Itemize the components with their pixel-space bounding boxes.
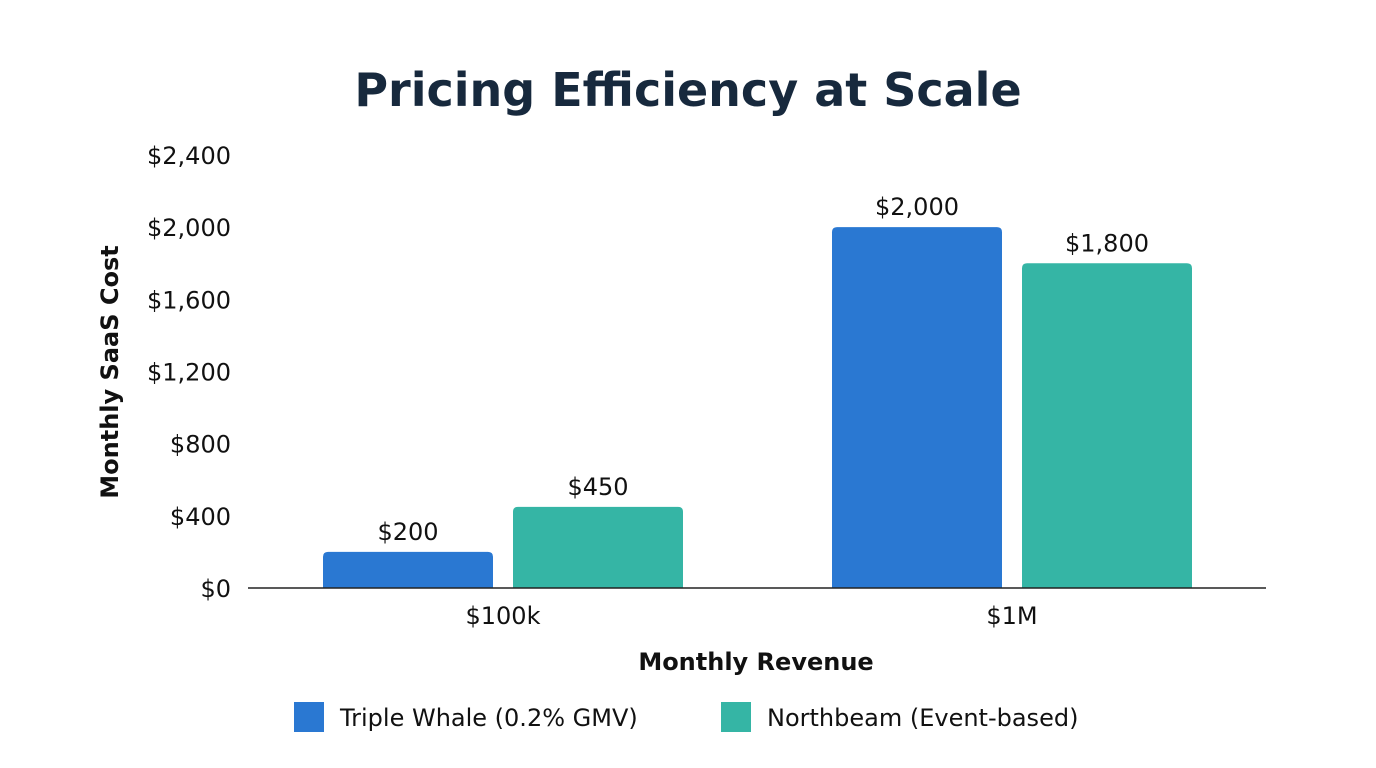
x-tick-label: $100k (466, 602, 541, 630)
y-tick-label: $2,000 (147, 214, 231, 242)
legend-swatch (721, 702, 751, 732)
y-axis-title: Monthly SaaS Cost (96, 245, 124, 498)
y-tick-label: $1,200 (147, 359, 231, 387)
y-tick-label: $800 (170, 431, 231, 459)
bar (323, 551, 493, 588)
data-label: $1,800 (1065, 229, 1149, 257)
data-label: $2,000 (875, 193, 959, 221)
legend-label: Triple Whale (0.2% GMV) (339, 704, 638, 732)
y-tick-label: $1,600 (147, 286, 231, 314)
x-tick-label: $1M (986, 602, 1037, 630)
y-tick-label: $0 (200, 575, 231, 603)
y-tick-label: $2,400 (147, 142, 231, 170)
bar (513, 506, 683, 588)
bar (832, 227, 1002, 588)
y-tick-label: $400 (170, 503, 231, 531)
data-label: $200 (377, 518, 438, 546)
legend-swatch (294, 702, 324, 732)
legend-label: Northbeam (Event-based) (767, 704, 1078, 732)
x-axis-title: Monthly Revenue (638, 648, 873, 676)
bar (1022, 263, 1192, 588)
data-label: $450 (567, 473, 628, 501)
chart-title: Pricing Efficiency at Scale (354, 63, 1021, 117)
